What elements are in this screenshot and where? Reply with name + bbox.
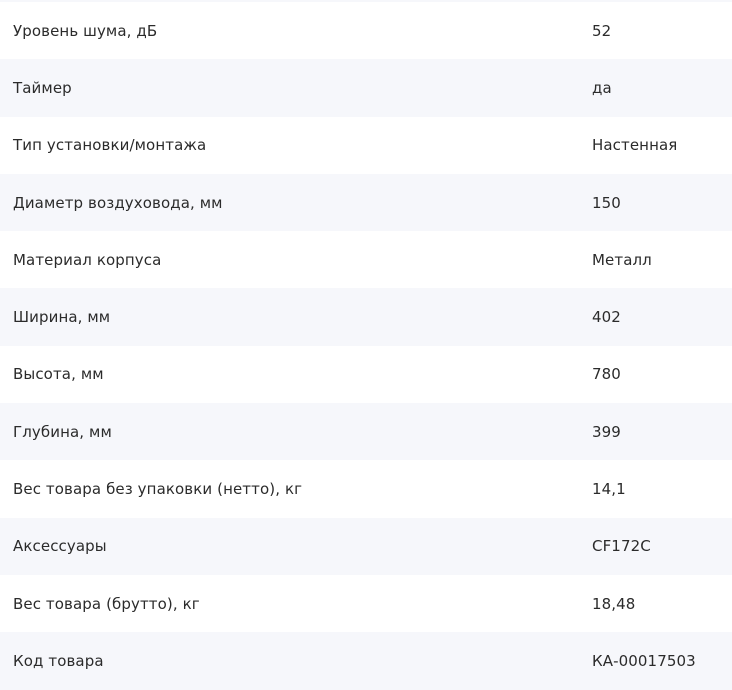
spec-row: Диаметр воздуховода, мм 150 — [0, 173, 732, 232]
spec-label: Ширина, мм — [13, 308, 111, 327]
spec-row: Материал корпуса Металл — [0, 231, 732, 288]
spec-label: Материал корпуса — [13, 250, 162, 269]
spec-value: Металл — [592, 250, 652, 269]
spec-value: 150 — [592, 193, 621, 212]
spec-label: Тип установки/монтажа — [13, 136, 207, 155]
spec-value: 14,1 — [592, 480, 626, 499]
spec-row: Вес товара (брутто), кг 18,48 — [0, 575, 732, 632]
spec-value: 402 — [592, 308, 621, 327]
spec-label: Диаметр воздуховода, мм — [13, 193, 223, 212]
spec-label: Высота, мм — [13, 365, 104, 384]
spec-value: Настенная — [592, 136, 678, 155]
spec-row: Таймер да — [0, 59, 732, 117]
spec-row: Тип установки/монтажа Настенная — [0, 117, 732, 174]
spec-value: 18,48 — [592, 594, 636, 613]
spec-label: Аксессуары — [13, 537, 107, 556]
spec-row: Код товара КА-00017503 — [0, 632, 732, 690]
previous-row-edge — [0, 0, 732, 2]
spec-row: Аксессуары CF172C — [0, 517, 732, 575]
spec-row: Ширина, мм 402 — [0, 288, 732, 346]
spec-row: Уровень шума, дБ 52 — [0, 2, 732, 59]
spec-label: Глубина, мм — [13, 422, 112, 441]
spec-label: Вес товара без упаковки (нетто), кг — [13, 480, 303, 499]
spec-row: Высота, мм 780 — [0, 346, 732, 403]
spec-value: 52 — [592, 21, 612, 40]
spec-value: 780 — [592, 365, 621, 384]
spec-label: Код товара — [13, 651, 104, 670]
spec-value: да — [592, 78, 612, 97]
spec-label: Таймер — [13, 78, 72, 97]
spec-label: Вес товара (брутто), кг — [13, 594, 200, 613]
spec-value: CF172C — [592, 537, 651, 556]
spec-value: КА-00017503 — [592, 651, 696, 670]
spec-row: Вес товара без упаковки (нетто), кг 14,1 — [0, 460, 732, 517]
spec-value: 399 — [592, 422, 621, 441]
spec-label: Уровень шума, дБ — [13, 21, 158, 40]
spec-row: Глубина, мм 399 — [0, 403, 732, 461]
